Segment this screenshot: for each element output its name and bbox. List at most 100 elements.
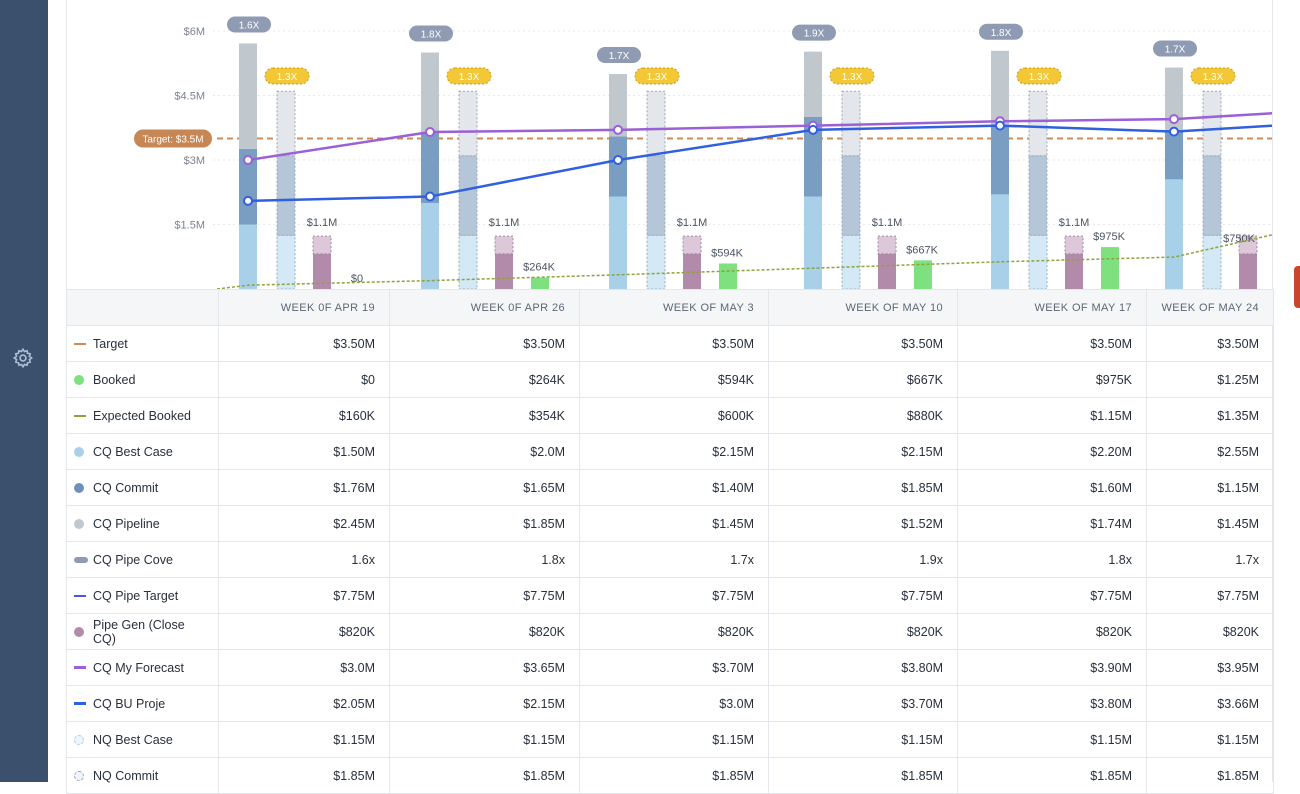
row-label-text: NQ Commit xyxy=(93,768,159,783)
cq-commit-bar xyxy=(804,117,822,197)
y-tick-label: $6M xyxy=(184,26,205,38)
cq-pipe-cove-label: 1.8X xyxy=(421,30,442,41)
cq-best-case-bar xyxy=(1165,179,1183,289)
table-cell: $667K xyxy=(768,361,958,398)
legend-swatch xyxy=(74,702,86,705)
table-cell: $7.75M xyxy=(1146,577,1274,614)
table-cell: $2.55M xyxy=(1146,433,1274,470)
nq-pipeline-bar xyxy=(458,90,478,157)
expected-booked-line xyxy=(216,234,1272,290)
column-header: WEEK OF MAY 24 xyxy=(1146,289,1274,326)
cq-my-forecast-point xyxy=(425,127,435,138)
forecast-panel: $1.5M $3M $4.5M $6M Target: $3.5M 1.6X 1.3X $1.… xyxy=(66,0,1273,782)
table-cell: $160K xyxy=(218,397,390,434)
nq-pipeline-bar xyxy=(276,90,296,157)
table-cell: $1.15M xyxy=(218,721,390,758)
table-cell: $1.85M xyxy=(218,757,390,794)
cq-best-case-bar xyxy=(421,203,439,289)
table-row: CQ BU Proje $2.05M $2.15M $3.0M $3.70M $3.80M… xyxy=(66,685,1274,722)
cq-pipe-cove-badge xyxy=(227,16,271,33)
pipe-gen-bar xyxy=(313,253,331,289)
pipe-gen-cap-bar xyxy=(494,235,514,255)
table-cell: $3.50M xyxy=(1146,325,1274,362)
cq-best-case-bar xyxy=(609,196,627,289)
cq-bu-proj-point xyxy=(1169,126,1179,137)
nq-pipe-cove-badge xyxy=(446,67,492,85)
nq-pipe-cove-badge xyxy=(829,67,875,85)
table-cell: $1.35M xyxy=(1146,397,1274,434)
legend-swatch xyxy=(74,414,86,417)
table-cell: $1.15M xyxy=(957,721,1147,758)
nq-commit-bar xyxy=(1028,155,1048,236)
row-label-text: CQ Pipeline xyxy=(93,516,160,531)
cq-best-case-bar xyxy=(991,194,1009,289)
table-cell: $1.40M xyxy=(579,469,769,506)
pipe-gen-cap-bar xyxy=(682,235,702,255)
table-cell: $2.15M xyxy=(768,433,958,470)
table-cell: $1.45M xyxy=(579,505,769,542)
table-row: NQ Commit $1.85M $1.85M $1.85M $1.85M $1.85M $… xyxy=(66,757,1274,794)
pipe-gen-cap-bar xyxy=(1064,235,1084,255)
pipe-gen-bar xyxy=(683,253,701,289)
gear-icon[interactable] xyxy=(12,347,34,369)
row-label: Target xyxy=(66,325,219,362)
pipe-gen-bar xyxy=(495,253,513,289)
nq-pipe-cove-label: 1.3X xyxy=(1203,72,1224,83)
table-cell: $264K xyxy=(389,361,580,398)
pipe-gen-label: $1.1M xyxy=(307,217,338,229)
sidebar xyxy=(0,0,48,782)
target-label: Target: $3.5M xyxy=(142,135,203,146)
y-tick-label: $3M xyxy=(184,155,205,167)
table-cell: $2.45M xyxy=(218,505,390,542)
row-label: CQ Best Case xyxy=(66,433,219,470)
table-cell: $354K xyxy=(389,397,580,434)
table-cell: $7.75M xyxy=(579,577,769,614)
table-cell: 1.8x xyxy=(389,541,580,578)
table-cell: $820K xyxy=(389,613,580,650)
legend-swatch xyxy=(74,626,84,637)
table-cell: $0 xyxy=(218,361,390,398)
nq-pipe-cove-label: 1.3X xyxy=(277,72,298,83)
pipe-gen-bar xyxy=(1065,253,1083,289)
nq-best-case-bar xyxy=(646,234,666,290)
cq-pipe-cove-badge xyxy=(792,24,836,41)
side-panel-tab[interactable] xyxy=(1294,266,1300,308)
row-label-text: CQ Pipe Cove xyxy=(93,552,173,567)
cq-bu-proj-point xyxy=(243,195,253,206)
row-label-text: CQ My Forecast xyxy=(93,660,184,675)
nq-pipe-cove-label: 1.3X xyxy=(1029,72,1050,83)
table-cell: $1.65M xyxy=(389,469,580,506)
nq-commit-bar xyxy=(276,155,296,236)
table-cell: $3.90M xyxy=(957,649,1147,686)
row-label: CQ Commit xyxy=(66,469,219,506)
nq-pipe-cove-badge xyxy=(264,67,310,85)
cq-bu-proj-point xyxy=(425,191,435,202)
legend-swatch xyxy=(74,518,84,529)
row-label: Pipe Gen (Close CQ) xyxy=(66,613,219,650)
nq-pipe-cove-badge xyxy=(1190,67,1236,85)
table-cell: $3.50M xyxy=(579,325,769,362)
table-cell: $594K xyxy=(579,361,769,398)
booked-label: $667K xyxy=(906,244,938,256)
table-row: Expected Booked $160K $354K $600K $880K $1.15… xyxy=(66,397,1274,434)
nq-pipe-cove-label: 1.3X xyxy=(842,72,863,83)
table-cell: 1.7x xyxy=(1146,541,1274,578)
table-cell: 1.6x xyxy=(218,541,390,578)
table-cell: $3.50M xyxy=(957,325,1147,362)
table-cell: $1.15M xyxy=(389,721,580,758)
cq-pipe-cove-label: 1.9X xyxy=(804,29,825,40)
table-cell: $7.75M xyxy=(957,577,1147,614)
row-label: NQ Commit xyxy=(66,757,219,794)
cq-commit-bar xyxy=(1165,129,1183,180)
table-cell: $3.50M xyxy=(218,325,390,362)
legend-swatch xyxy=(74,734,84,745)
legend-swatch xyxy=(74,594,86,597)
pipe-gen-label: $1.1M xyxy=(489,217,520,229)
table-cell: $820K xyxy=(218,613,390,650)
table-cell: $1.85M xyxy=(768,469,958,506)
cq-pipe-cove-label: 1.8X xyxy=(991,28,1012,39)
table-cell: $1.60M xyxy=(957,469,1147,506)
cq-pipe-cove-badge xyxy=(409,25,453,42)
table-cell: 1.8x xyxy=(957,541,1147,578)
cq-my-forecast-point xyxy=(613,124,623,135)
